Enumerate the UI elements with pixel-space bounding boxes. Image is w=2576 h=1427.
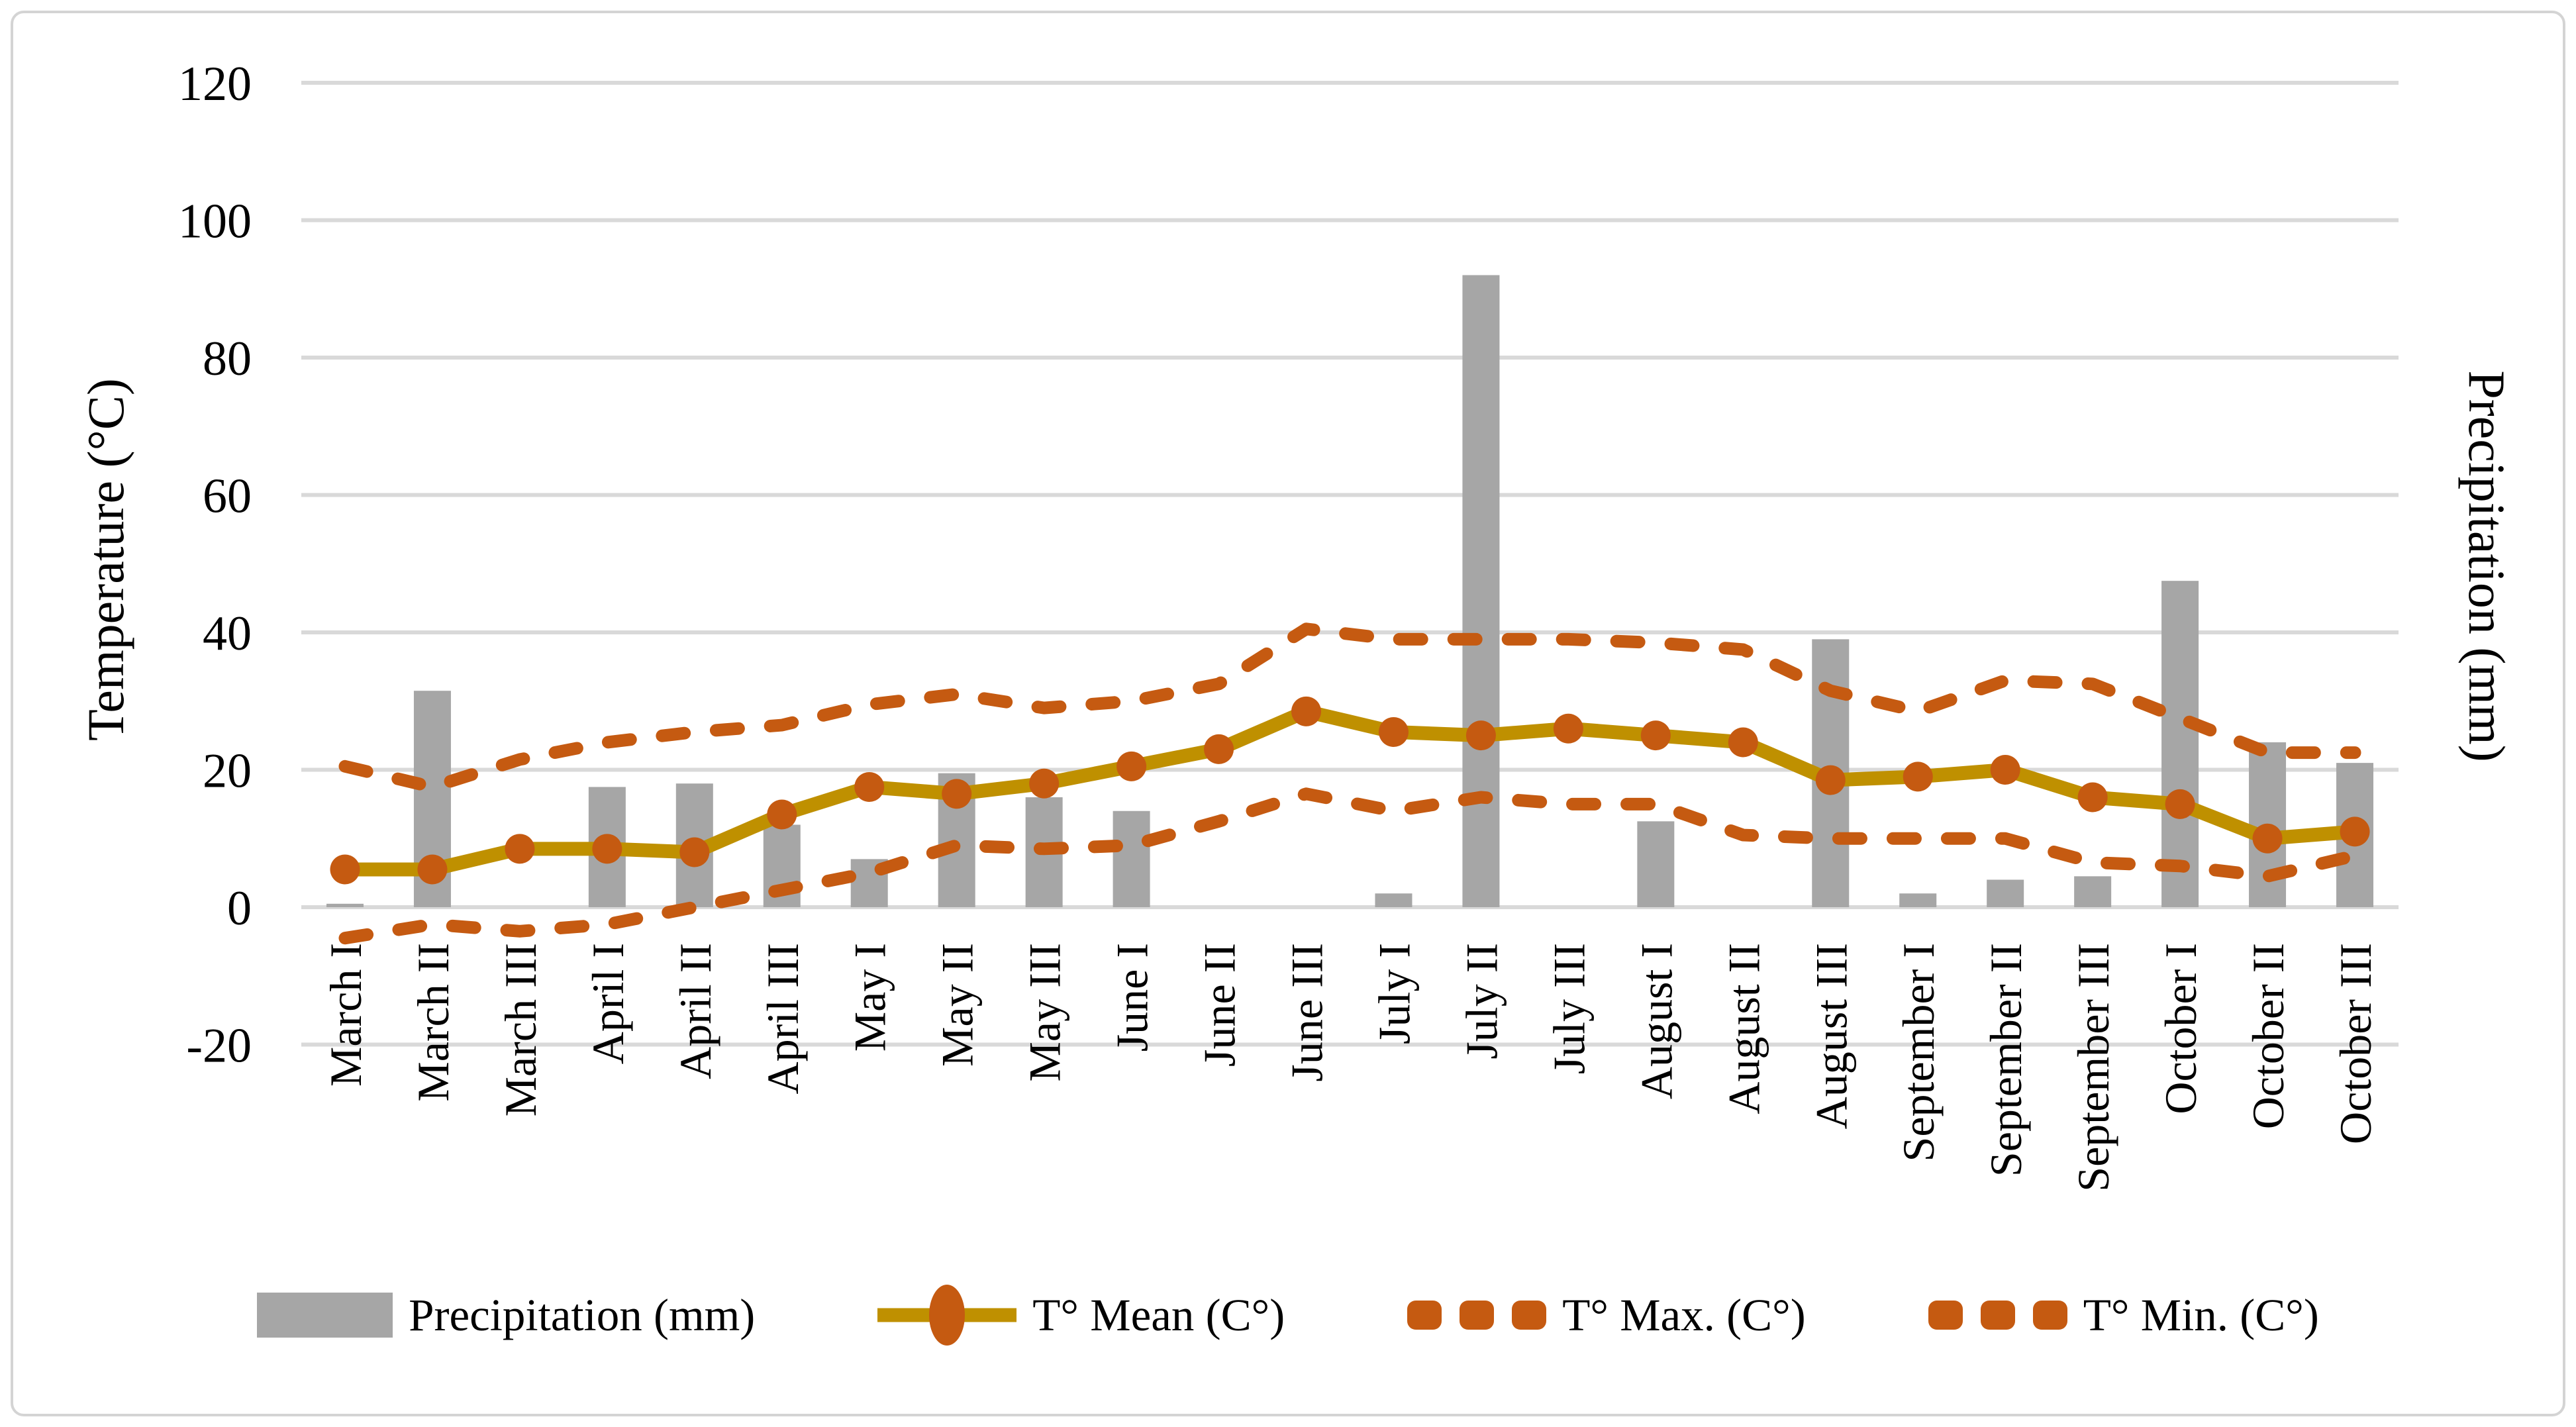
tmean-marker bbox=[2252, 823, 2283, 854]
x-axis-label: July III bbox=[1544, 943, 1594, 1074]
precipitation-bar bbox=[1462, 275, 1500, 907]
tmean-marker bbox=[2340, 816, 2370, 847]
y-axis-tick-label: 100 bbox=[178, 195, 252, 249]
x-axis-label: June II bbox=[1195, 943, 1245, 1067]
x-axis-label: March I bbox=[321, 943, 371, 1087]
x-axis-label: October II bbox=[2243, 943, 2293, 1129]
x-axis-label: June III bbox=[1282, 943, 1332, 1082]
tmax-line bbox=[338, 622, 2361, 793]
tmean-marker bbox=[1116, 751, 1147, 781]
tmean-marker bbox=[1465, 720, 1496, 751]
tmean-marker bbox=[1029, 768, 1060, 799]
precipitation-bar bbox=[1637, 821, 1675, 907]
tmin-line bbox=[338, 787, 2361, 945]
tmean-marker bbox=[1990, 755, 2020, 785]
y-axis-tick-label: 60 bbox=[203, 469, 252, 524]
precipitation-bar bbox=[2074, 876, 2112, 907]
x-axis-label: September II bbox=[1981, 943, 2031, 1177]
legend-item-tmax: T° Max. (C°) bbox=[1407, 1289, 1806, 1342]
tmean-marker bbox=[505, 834, 535, 864]
x-axis-label: April III bbox=[758, 943, 808, 1094]
tmin-dashed-line-icon bbox=[1928, 1301, 2067, 1330]
x-axis-label: March III bbox=[495, 943, 546, 1116]
tmean-marker bbox=[1815, 765, 1846, 795]
y-axis-title-left: Temperature (°C) bbox=[77, 378, 134, 741]
x-axis-label: April I bbox=[583, 943, 633, 1064]
tmean-marker bbox=[854, 771, 885, 802]
legend-label-tmax: T° Max. (C°) bbox=[1562, 1289, 1806, 1340]
legend-item-tmin: T° Min. (C°) bbox=[1928, 1289, 2319, 1342]
x-axis-label: July I bbox=[1369, 943, 1419, 1044]
x-axis-label: May II bbox=[932, 943, 983, 1067]
precipitation-bar bbox=[2161, 581, 2199, 907]
legend: Precipitation (mm) T° Mean (C°) T° Max. … bbox=[0, 1283, 2576, 1347]
y-axis-tick-label: 0 bbox=[227, 881, 252, 936]
tmean-marker bbox=[1728, 727, 1758, 758]
legend-label-tmin: T° Min. (C°) bbox=[2083, 1289, 2319, 1340]
y-axis-tick-label: 20 bbox=[203, 744, 252, 799]
legend-item-precipitation: Precipitation (mm) bbox=[257, 1289, 755, 1342]
tmean-marker bbox=[330, 854, 360, 885]
tmean-line-marker-icon bbox=[877, 1285, 1017, 1346]
precipitation-bar bbox=[1899, 893, 1937, 907]
tmean-marker bbox=[1291, 696, 1322, 726]
tmean-marker bbox=[1640, 720, 1671, 751]
y-axis-tick-label: 80 bbox=[203, 332, 252, 386]
x-axis-label: April II bbox=[670, 943, 720, 1079]
x-axis-label: May III bbox=[1020, 943, 1070, 1082]
y-axis-tick-label: 120 bbox=[178, 57, 252, 111]
x-axis-label: July II bbox=[1456, 943, 1507, 1059]
x-axis-label: May I bbox=[845, 943, 895, 1052]
tmean-marker bbox=[1553, 713, 1583, 744]
tmean-marker bbox=[2077, 782, 2108, 812]
x-axis-label: March II bbox=[408, 943, 458, 1102]
tmean-marker bbox=[1903, 762, 1933, 792]
tmean-marker bbox=[2165, 789, 2195, 819]
x-axis-label: October I bbox=[2155, 943, 2206, 1114]
x-axis-label: June I bbox=[1107, 943, 1158, 1052]
x-axis-label: September I bbox=[1893, 943, 1944, 1161]
precipitation-bar bbox=[326, 903, 364, 907]
y-axis-title-right: Precipitation (mm) bbox=[2458, 370, 2516, 762]
legend-label-precipitation: Precipitation (mm) bbox=[409, 1289, 756, 1340]
legend-item-tmean: T° Mean (C°) bbox=[877, 1283, 1285, 1347]
x-axis-label: September III bbox=[2068, 943, 2118, 1192]
x-axis-label: October III bbox=[2330, 943, 2381, 1144]
x-axis-label: August III bbox=[1806, 943, 1856, 1129]
precipitation-bar bbox=[1987, 879, 2024, 907]
precipitation-bar bbox=[1375, 893, 1412, 907]
tmax-dashed-line-icon bbox=[1407, 1301, 1547, 1330]
tmean-marker bbox=[942, 779, 972, 809]
x-axis-label: August II bbox=[1718, 943, 1769, 1114]
tmean-marker bbox=[592, 834, 622, 864]
tmean-marker bbox=[417, 854, 448, 885]
y-axis-tick-label: -20 bbox=[186, 1019, 252, 1073]
x-axis-label: August I bbox=[1631, 943, 1681, 1099]
tmean-marker bbox=[679, 837, 710, 867]
y-axis-tick-label: 40 bbox=[203, 607, 252, 661]
tmean-marker bbox=[767, 799, 797, 830]
tmean-marker bbox=[1204, 734, 1234, 764]
precipitation-swatch-icon bbox=[257, 1293, 393, 1338]
legend-label-tmean: T° Mean (C°) bbox=[1032, 1289, 1285, 1340]
tmean-marker bbox=[1378, 716, 1409, 747]
precipitation-bar bbox=[1113, 811, 1150, 907]
